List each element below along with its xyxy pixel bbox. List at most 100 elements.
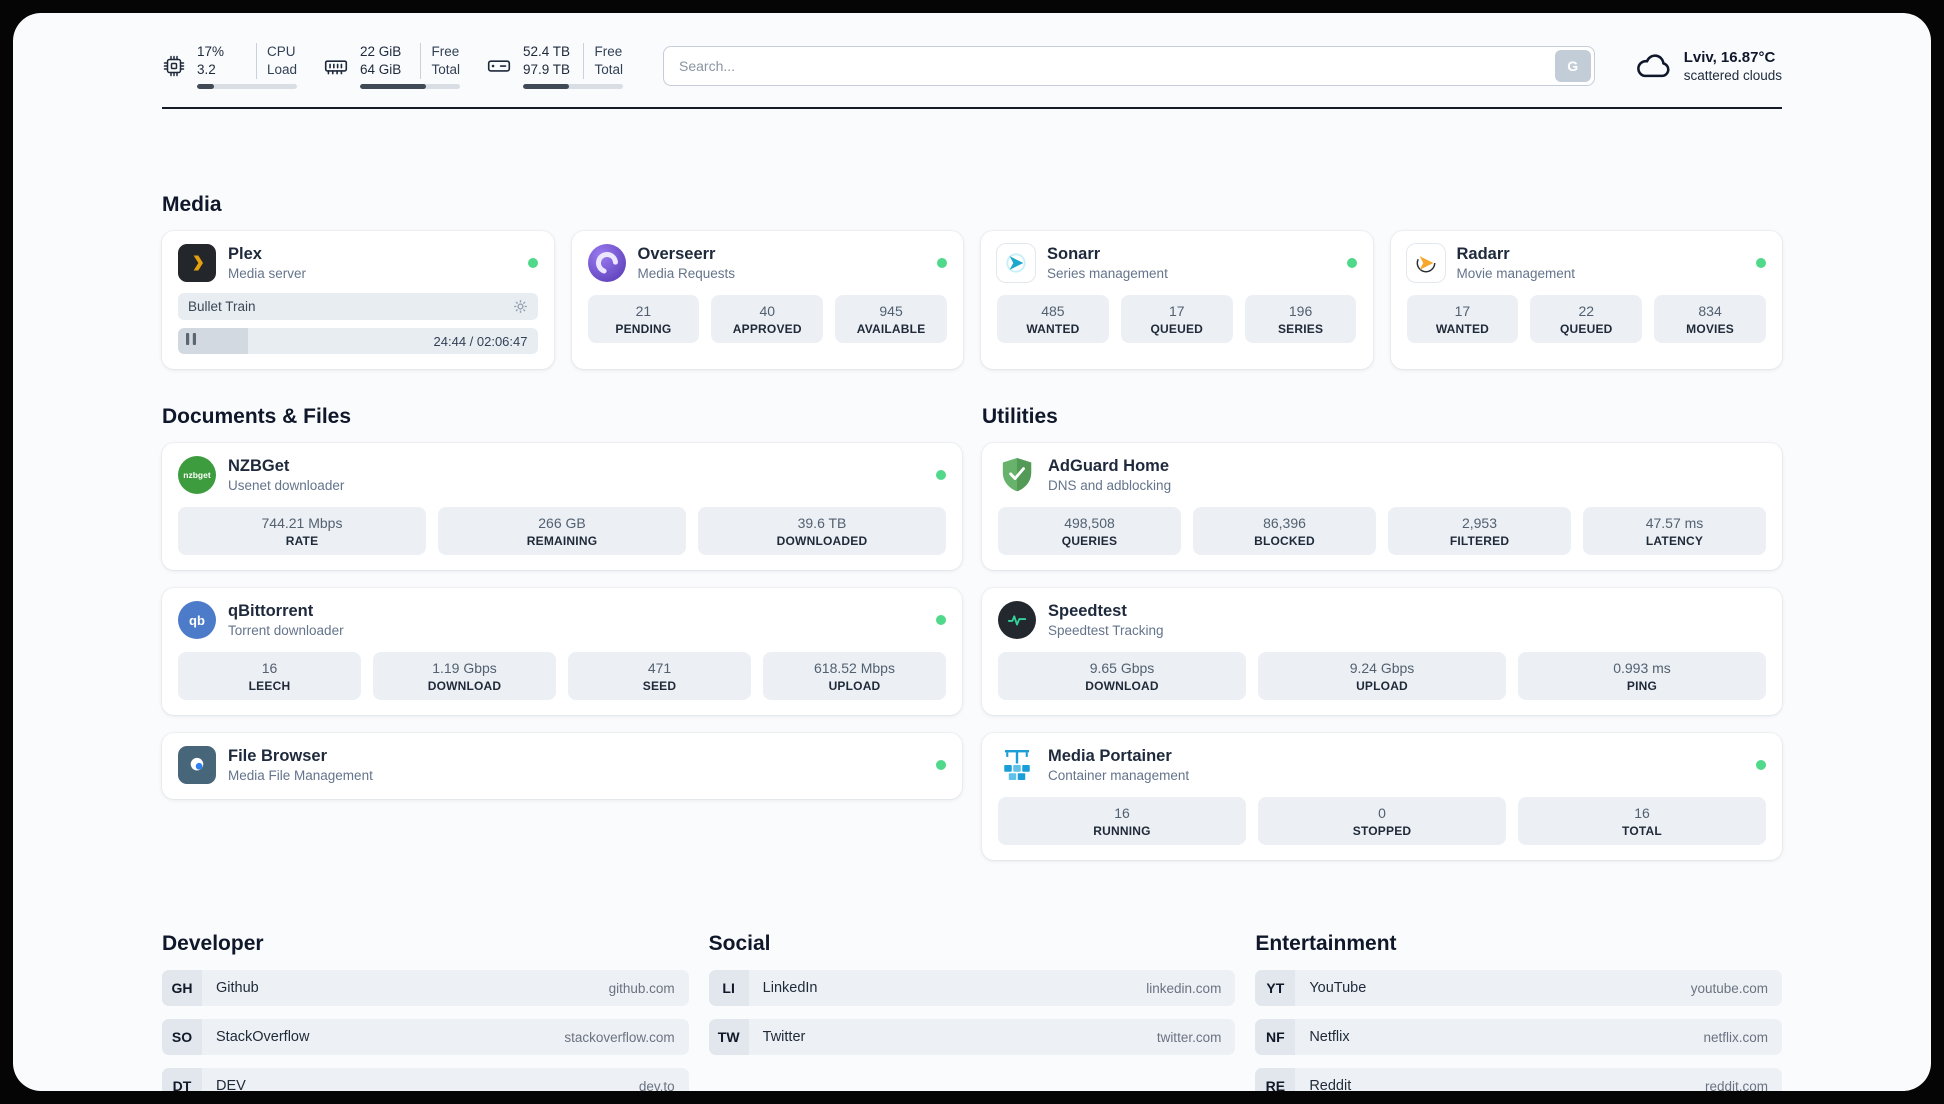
topbar: 17% 3.2 CPU Load: [162, 43, 1782, 90]
search-bar[interactable]: G: [663, 46, 1595, 87]
section-title-media: Media: [162, 193, 222, 217]
stat-box: 17 QUEUED: [1120, 295, 1233, 344]
bookmark-abbr: DT: [162, 1068, 202, 1091]
disk-widget: 52.4 TB 97.9 TB Free Total: [486, 43, 623, 90]
stat-box: 485 WANTED: [997, 295, 1109, 344]
app-name: qBittorrent: [228, 602, 314, 621]
stat-box: 196 SERIES: [1244, 295, 1357, 344]
stat-box: 834 MOVIES: [1654, 295, 1766, 344]
portainer-card[interactable]: Media Portainer Container management 16 …: [982, 733, 1782, 861]
ram-total-value: 64 GiB: [360, 62, 402, 78]
stat-box: 21 PENDING: [587, 295, 700, 344]
disk-progress-bar: [523, 84, 623, 90]
bookmark-netflix[interactable]: NF Netflix netflix.com: [1255, 1019, 1782, 1056]
app-subtitle: Movie management: [1456, 266, 1576, 282]
qbittorrent-card[interactable]: qb qBittorrent Torrent downloader 16: [162, 588, 962, 716]
bookmark-abbr: NF: [1255, 1019, 1296, 1056]
bookmark-github[interactable]: GH Github github.com: [162, 970, 689, 1007]
section-title-entertainment: Entertainment: [1255, 932, 1397, 956]
bookmark-linkedin[interactable]: LI LinkedIn linkedin.com: [708, 970, 1236, 1007]
bookmark-url: dev.to: [638, 1078, 675, 1091]
bookmark-reddit[interactable]: RE Reddit reddit.com: [1255, 1068, 1782, 1091]
sonarr-icon: [997, 244, 1035, 283]
section-title-documents: Documents & Files: [162, 405, 352, 429]
bookmark-url: netflix.com: [1703, 1029, 1768, 1045]
social-section: Social LI LinkedIn linkedin.com TW Twitt…: [708, 932, 1236, 1068]
ram-total-label: Total: [431, 62, 460, 78]
weather-condition: scattered clouds: [1683, 68, 1782, 84]
section-title-social: Social: [708, 932, 771, 956]
weather-widget: Lviv, 16.87°C scattered clouds: [1635, 49, 1782, 84]
media-section: Media Plex Media server: [162, 193, 1782, 370]
developer-section: Developer GH Github github.com SO StackO…: [162, 932, 689, 1091]
search-input[interactable]: [667, 58, 1555, 75]
disk-free-label: Free: [594, 44, 623, 59]
sonarr-card[interactable]: Sonarr Series management 485 WANTED 17 Q…: [981, 231, 1373, 370]
bookmark-url: reddit.com: [1704, 1078, 1768, 1091]
app-subtitle: DNS and adblocking: [1048, 478, 1172, 494]
app-subtitle: Container management: [1048, 768, 1190, 784]
disk-free-value: 52.4 TB: [523, 44, 571, 59]
plex-card[interactable]: Plex Media server Bullet Train: [162, 231, 554, 370]
gear-icon[interactable]: [513, 299, 528, 314]
app-subtitle: Series management: [1047, 266, 1168, 282]
status-dot: [527, 258, 538, 269]
bookmark-abbr: TW: [708, 1019, 749, 1056]
stat-box: 498,508 QUERIES: [998, 507, 1181, 556]
bookmark-youtube[interactable]: YT YouTube youtube.com: [1255, 970, 1782, 1007]
stat-box: 39.6 TB DOWNLOADED: [698, 507, 946, 556]
bookmark-stackoverflow[interactable]: SO StackOverflow stackoverflow.com: [162, 1019, 689, 1056]
bookmark-name: Github: [216, 980, 259, 997]
app-name: Media Portainer: [1048, 747, 1172, 766]
pause-icon[interactable]: [186, 332, 196, 350]
status-dot: [936, 470, 946, 481]
stat-box: 40 APPROVED: [711, 295, 824, 344]
filebrowser-card[interactable]: File Browser Media File Management: [162, 733, 962, 800]
bookmark-dev[interactable]: DT DEV dev.to: [162, 1068, 689, 1091]
stat-box: 86,396 BLOCKED: [1193, 507, 1376, 556]
bookmark-name: YouTube: [1309, 980, 1367, 997]
cpu-load-label: Load: [266, 62, 297, 78]
cpu-icon: [162, 54, 186, 78]
overseerr-icon: [587, 244, 626, 283]
stat-box: 266 GB REMAINING: [438, 507, 686, 556]
bookmark-twitter[interactable]: TW Twitter twitter.com: [708, 1019, 1236, 1056]
section-title-utilities: Utilities: [982, 405, 1058, 429]
bookmark-url: youtube.com: [1690, 980, 1768, 996]
weather-location: Lviv, 16.87°C: [1683, 49, 1776, 67]
app-name: Speedtest: [1048, 602, 1127, 621]
ram-progress-bar: [360, 84, 460, 90]
disk-total-value: 97.9 TB: [523, 62, 571, 78]
adguard-card[interactable]: AdGuard Home DNS and adblocking 498,508 …: [982, 443, 1782, 571]
bookmark-url: linkedin.com: [1146, 980, 1222, 996]
cloud-icon: [1635, 49, 1673, 84]
ram-widget: 22 GiB 64 GiB Free Total: [323, 43, 460, 90]
speedtest-card[interactable]: Speedtest Speedtest Tracking 9.65 Gbps D…: [982, 588, 1782, 716]
plex-icon: [178, 244, 216, 283]
radarr-card[interactable]: Radarr Movie management 17 WANTED 22 QUE…: [1390, 231, 1782, 370]
cpu-progress-fill: [197, 84, 214, 90]
bookmark-name: StackOverflow: [216, 1029, 310, 1046]
stat-box: 2,953 FILTERED: [1388, 507, 1571, 556]
overseerr-card[interactable]: Overseerr Media Requests 21 PENDING 40 A…: [571, 231, 963, 370]
cpu-percent: 17%: [197, 44, 225, 59]
section-title-developer: Developer: [162, 932, 264, 956]
status-dot: [936, 615, 946, 626]
dashboard-content: 17% 3.2 CPU Load: [162, 13, 1782, 1091]
search-engine-button[interactable]: G: [1554, 50, 1591, 83]
stat-box: 9.24 Gbps UPLOAD: [1258, 652, 1506, 701]
stat-box: 47.57 ms LATENCY: [1583, 507, 1766, 556]
now-playing-title: Bullet Train: [188, 299, 256, 315]
disk-progress-fill: [523, 84, 569, 90]
stat-box: 744.21 Mbps RATE: [178, 507, 426, 556]
bookmark-abbr: SO: [162, 1019, 202, 1056]
bookmark-url: stackoverflow.com: [564, 1029, 675, 1045]
bookmark-url: twitter.com: [1156, 1029, 1222, 1045]
stat-box: 1.19 Gbps DOWNLOAD: [373, 652, 556, 701]
playback-progress-bar[interactable]: 24:44 / 02:06:47: [178, 328, 538, 355]
nzbget-card[interactable]: nzbget NZBGet Usenet downloader 744.21 M…: [162, 443, 962, 571]
dashboard-window: 17% 3.2 CPU Load: [13, 13, 1931, 1091]
bookmark-abbr: GH: [162, 970, 202, 1007]
playback-progress-fill: [178, 328, 249, 355]
cpu-load-value: 3.2: [197, 62, 216, 78]
